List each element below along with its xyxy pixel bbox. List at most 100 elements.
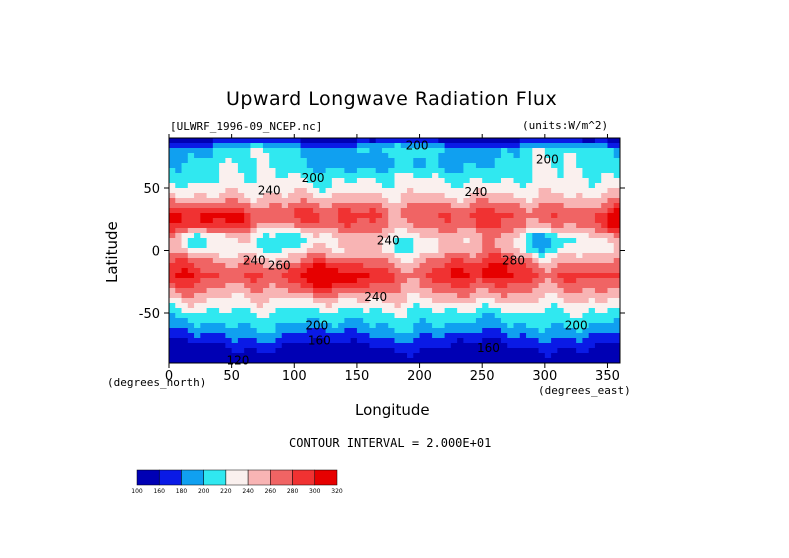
flux-cell (169, 258, 176, 264)
flux-cell (319, 233, 327, 239)
flux-cell (338, 178, 345, 184)
flux-cell (482, 163, 490, 169)
flux-cell (294, 178, 302, 184)
flux-cell (244, 348, 252, 354)
flux-cell (200, 353, 208, 359)
flux-cell (400, 203, 408, 209)
flux-cell (444, 168, 452, 174)
flux-cell (588, 243, 596, 249)
flux-cell (507, 298, 515, 304)
flux-cell (407, 278, 414, 284)
flux-cell (331, 158, 339, 164)
flux-cell (607, 353, 615, 359)
flux-cell (288, 193, 295, 199)
flux-cell (432, 243, 439, 249)
flux-cell (369, 343, 377, 349)
flux-cell (288, 168, 295, 174)
flux-cell (381, 308, 389, 314)
flux-cell (607, 193, 615, 199)
flux-cell (275, 218, 283, 224)
flux-cell (319, 263, 327, 269)
flux-cell (294, 138, 302, 144)
flux-cell (582, 328, 590, 334)
flux-cell (344, 223, 352, 229)
flux-cell (494, 348, 502, 354)
flux-cell (212, 168, 220, 174)
flux-cell (187, 188, 195, 194)
flux-cell (538, 303, 546, 309)
flux-cell (450, 218, 458, 224)
flux-cell (256, 293, 264, 299)
flux-cell (594, 303, 602, 309)
flux-cell (212, 178, 220, 184)
flux-cell (400, 268, 408, 274)
flux-cell (275, 288, 283, 294)
flux-cell (519, 318, 527, 324)
flux-cell (294, 328, 302, 334)
flux-cell (288, 293, 295, 299)
flux-cell (569, 203, 577, 209)
flux-cell (551, 168, 558, 174)
flux-cell (494, 288, 502, 294)
flux-cell (375, 303, 383, 309)
flux-cell (538, 193, 546, 199)
flux-cell (225, 308, 233, 314)
flux-cell (400, 348, 408, 354)
flux-cell (563, 358, 571, 363)
flux-cell (306, 253, 314, 259)
flux-cell (350, 213, 358, 219)
flux-cell (262, 278, 270, 284)
flux-cell (463, 193, 471, 199)
flux-cell (219, 223, 226, 229)
flux-cell (519, 153, 527, 159)
flux-cell (494, 273, 502, 279)
flux-cell (607, 213, 615, 219)
flux-cell (513, 303, 521, 309)
flux-cell (588, 333, 596, 339)
flux-cell (175, 333, 183, 339)
flux-cell (532, 343, 540, 349)
flux-cell (388, 188, 396, 194)
flux-cell (194, 323, 201, 329)
flux-cell (256, 158, 264, 164)
flux-cell (607, 313, 615, 319)
flux-cell (469, 193, 477, 199)
flux-cell (526, 328, 533, 334)
flux-cell (269, 258, 277, 264)
flux-cell (206, 213, 214, 219)
flux-cell (450, 173, 458, 179)
flux-cell (187, 228, 195, 234)
flux-cell (526, 198, 533, 204)
flux-cell (394, 143, 402, 149)
flux-cell (432, 173, 439, 179)
flux-cell (557, 213, 565, 219)
flux-cell (200, 293, 208, 299)
flux-cell (613, 353, 620, 359)
flux-cell (482, 298, 490, 304)
flux-cell (551, 233, 558, 239)
flux-cell (519, 228, 527, 234)
flux-cell (231, 353, 239, 359)
flux-cell (613, 288, 620, 294)
flux-cell (519, 328, 527, 334)
flux-cell (526, 143, 533, 149)
flux-cell (551, 193, 558, 199)
flux-cell (500, 183, 508, 189)
flux-cell (300, 143, 308, 149)
flux-cell (601, 343, 609, 349)
flux-cell (413, 188, 421, 194)
flux-cell (388, 278, 396, 284)
flux-cell (262, 193, 270, 199)
flux-cell (444, 318, 452, 324)
flux-cell (413, 248, 421, 254)
flux-cell (607, 303, 615, 309)
flux-cell (375, 308, 383, 314)
flux-cell (194, 213, 201, 219)
flux-cell (563, 258, 571, 264)
flux-cell (388, 168, 396, 174)
flux-cell (244, 358, 252, 363)
flux-cell (494, 213, 502, 219)
flux-cell (300, 193, 308, 199)
flux-cell (237, 323, 245, 329)
flux-cell (494, 233, 502, 239)
